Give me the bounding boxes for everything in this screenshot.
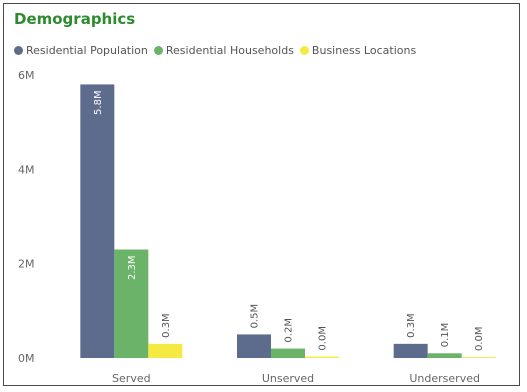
legend-label: Residential Population <box>26 44 148 57</box>
bar <box>237 334 271 358</box>
y-tick-label: 6M <box>18 69 35 82</box>
legend-item[interactable]: Residential Population <box>14 44 148 57</box>
legend-label: Residential Households <box>165 44 294 57</box>
data-label: 2.3M <box>127 256 138 281</box>
chart-title: Demographics <box>14 10 136 28</box>
x-tick-label: Unserved <box>262 372 314 385</box>
data-label: 0.3M <box>161 313 172 338</box>
data-label: 5.8M <box>93 90 104 115</box>
y-tick-label: 2M <box>18 258 35 271</box>
bar <box>114 249 149 358</box>
data-label: 0.5M <box>250 304 261 329</box>
bar <box>80 84 115 358</box>
data-label: 0.2M <box>284 318 295 343</box>
y-tick-label: 4M <box>18 163 35 176</box>
data-label: 0.1M <box>440 323 451 348</box>
legend-item[interactable]: Business Locations <box>299 44 417 57</box>
bar <box>461 357 496 358</box>
legend-dot-icon <box>153 46 163 55</box>
legend-label: Business Locations <box>311 44 417 57</box>
legend-dot-icon <box>299 46 309 55</box>
y-tick-label: 0M <box>18 352 35 365</box>
legend-dot-icon <box>14 46 23 55</box>
legend-item[interactable]: Residential Households <box>153 44 294 57</box>
x-tick-label: Underserved <box>409 372 480 385</box>
bar <box>271 348 305 358</box>
data-label: 0.0M <box>474 327 485 352</box>
chart-legend[interactable]: Residential Population Residential Househ… <box>14 44 422 57</box>
data-label: 0.0M <box>318 326 329 351</box>
x-tick-label: Served <box>112 372 151 385</box>
bar <box>393 343 428 358</box>
bar <box>305 356 339 358</box>
bar <box>148 343 183 358</box>
data-label: 0.3M <box>406 313 417 338</box>
bar <box>427 353 462 358</box>
